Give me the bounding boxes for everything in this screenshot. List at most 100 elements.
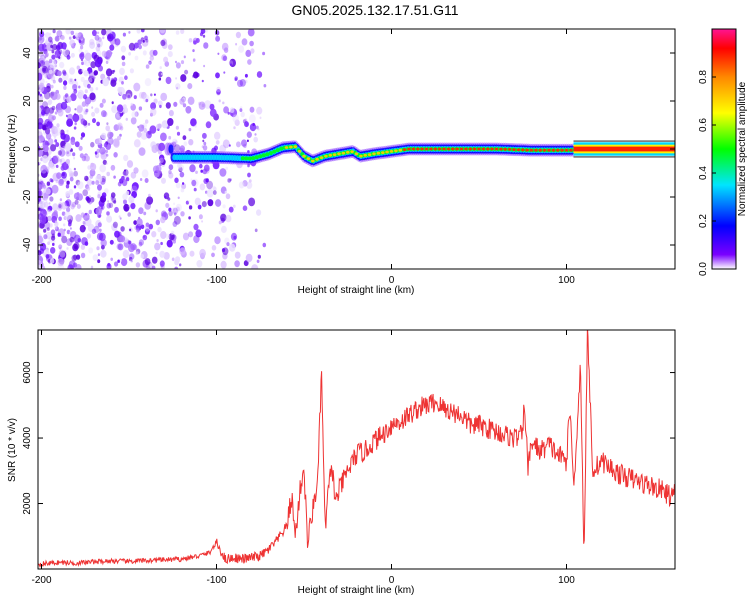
noise-speckle bbox=[138, 106, 143, 111]
noise-speckle bbox=[133, 95, 137, 100]
noise-speckle bbox=[163, 252, 170, 260]
noise-speckle bbox=[66, 151, 70, 155]
noise-speckle bbox=[38, 235, 44, 244]
noise-speckle bbox=[247, 59, 252, 65]
noise-speckle bbox=[128, 204, 131, 208]
noise-speckle bbox=[97, 253, 100, 257]
noise-speckle bbox=[151, 144, 159, 154]
noise-speckle bbox=[74, 112, 76, 116]
noise-speckle bbox=[229, 178, 232, 182]
noise-speckle bbox=[45, 254, 50, 259]
noise-speckle bbox=[188, 200, 191, 203]
noise-speckle bbox=[110, 257, 113, 261]
noise-speckle bbox=[203, 141, 207, 146]
noise-speckle bbox=[215, 35, 221, 42]
noise-speckle bbox=[50, 91, 58, 101]
noise-speckle bbox=[225, 193, 231, 200]
noise-speckle bbox=[145, 98, 149, 103]
noise-speckle bbox=[50, 247, 56, 254]
noise-speckle bbox=[94, 59, 102, 68]
noise-speckle bbox=[47, 215, 52, 222]
signal-core bbox=[337, 152, 341, 156]
noise-speckle bbox=[228, 206, 234, 213]
noise-speckle bbox=[183, 141, 188, 146]
noise-speckle bbox=[73, 185, 77, 189]
noise-speckle bbox=[221, 225, 227, 233]
noise-speckle bbox=[244, 121, 249, 128]
noise-speckle bbox=[76, 65, 81, 70]
noise-speckle bbox=[73, 126, 77, 130]
noise-speckle bbox=[182, 103, 187, 108]
noise-speckle bbox=[111, 105, 118, 114]
snr-y-tick-label: 6000 bbox=[22, 361, 33, 384]
signal-core bbox=[354, 152, 359, 156]
noise-speckle bbox=[183, 55, 186, 59]
spectrogram-y-tick-label: 20 bbox=[22, 95, 33, 107]
noise-speckle bbox=[101, 192, 107, 199]
noise-speckle bbox=[222, 204, 226, 209]
signal-core bbox=[433, 147, 438, 151]
noise-speckle bbox=[175, 83, 181, 90]
noise-speckle bbox=[256, 209, 262, 216]
noise-speckle bbox=[46, 205, 52, 213]
noise-speckle bbox=[51, 105, 56, 111]
noise-speckle bbox=[102, 36, 105, 40]
noise-speckle bbox=[57, 70, 62, 77]
noise-speckle bbox=[250, 48, 255, 54]
spectrogram-signal bbox=[164, 140, 675, 168]
signal-core bbox=[306, 157, 311, 161]
noise-speckle bbox=[187, 83, 193, 90]
noise-speckle bbox=[45, 80, 48, 84]
signal-core bbox=[407, 147, 411, 151]
noise-speckle bbox=[200, 169, 203, 173]
noise-speckle bbox=[58, 216, 62, 222]
noise-speckle bbox=[88, 209, 93, 215]
noise-speckle bbox=[158, 142, 166, 152]
noise-speckle bbox=[166, 239, 173, 248]
noise-speckle bbox=[51, 126, 58, 135]
noise-speckle bbox=[229, 107, 235, 114]
noise-speckle bbox=[182, 135, 187, 141]
noise-speckle bbox=[38, 93, 44, 102]
noise-speckle bbox=[97, 31, 100, 35]
noise-speckle bbox=[122, 171, 127, 176]
noise-speckle bbox=[151, 231, 157, 238]
noise-speckle bbox=[52, 43, 58, 51]
noise-speckle bbox=[212, 190, 217, 196]
noise-speckle bbox=[140, 131, 148, 140]
noise-speckle bbox=[130, 202, 136, 210]
noise-speckle bbox=[223, 71, 226, 74]
noise-speckle bbox=[195, 229, 202, 238]
noise-speckle bbox=[165, 76, 172, 85]
noise-speckle bbox=[61, 201, 68, 210]
noise-speckle bbox=[122, 249, 130, 259]
noise-speckle bbox=[80, 76, 85, 83]
noise-speckle bbox=[51, 49, 55, 54]
signal-core bbox=[459, 147, 464, 151]
noise-speckle bbox=[102, 77, 110, 87]
noise-speckle bbox=[74, 199, 79, 205]
noise-speckle bbox=[66, 96, 72, 103]
noise-speckle bbox=[168, 170, 172, 175]
noise-speckle bbox=[218, 99, 221, 103]
noise-speckle bbox=[88, 60, 91, 64]
noise-speckle bbox=[59, 250, 66, 258]
noise-speckle bbox=[109, 132, 114, 138]
noise-speckle bbox=[145, 130, 152, 139]
signal-core bbox=[332, 153, 337, 157]
noise-speckle bbox=[129, 256, 133, 262]
snr-frame bbox=[37, 329, 676, 570]
noise-speckle bbox=[125, 177, 130, 182]
noise-speckle bbox=[145, 222, 150, 228]
noise-speckle bbox=[83, 70, 89, 77]
noise-speckle bbox=[96, 121, 100, 127]
signal-green bbox=[251, 156, 256, 161]
noise-speckle bbox=[181, 183, 187, 190]
noise-speckle bbox=[144, 258, 151, 266]
noise-speckle bbox=[256, 259, 260, 263]
noise-speckle bbox=[170, 230, 175, 235]
noise-speckle bbox=[234, 119, 240, 126]
noise-speckle bbox=[151, 265, 156, 269]
noise-speckle bbox=[89, 86, 94, 92]
signal-core bbox=[324, 154, 328, 158]
